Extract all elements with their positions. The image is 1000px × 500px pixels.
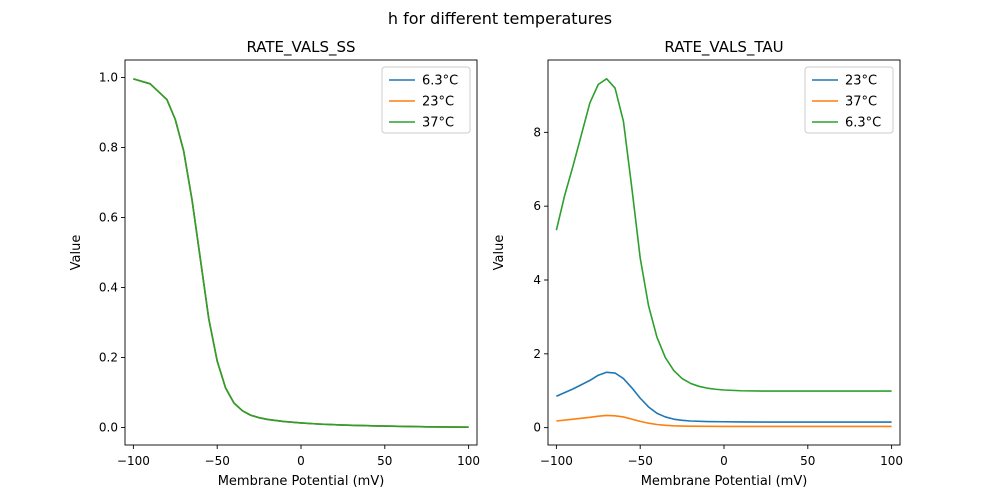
legend-label: 37°C [845,95,877,110]
x-axis-label: Membrane Potential (mV) [218,474,385,489]
chart-title: RATE_VALS_SS [246,38,355,57]
x-tick-label: 0 [297,454,305,468]
x-tick-label: 100 [880,454,903,468]
y-tick-label: 0.2 [99,351,118,365]
y-axis-label: Value [492,235,507,271]
y-axis-label: Value [69,235,84,271]
y-tick-label: 6 [533,199,541,213]
legend-label: 6.3°C [422,74,458,89]
legend: 23°C 37°C 6.3°C [804,66,894,134]
x-tick-label: 100 [457,454,480,468]
x-tick-label: 50 [377,454,392,468]
series-line-1 [556,414,892,428]
legend-label: 37°C [422,116,454,131]
x-tick-label: 50 [800,454,815,468]
chart-rate-vals-tau: −100 −50 0 50 100 0 2 4 6 8 RATE_VALS_TAU Membrane … [492,38,903,489]
x-tick-label: −50 [205,454,230,468]
chart-title: RATE_VALS_TAU [664,38,783,57]
x-tick-label: −50 [628,454,653,468]
y-tick-label: 0 [533,421,541,435]
x-tick-label: −100 [117,454,150,468]
legend-box [804,66,894,134]
y-tick-label: 0.8 [99,141,118,155]
series-line-2 [133,78,469,428]
chart-rate-vals-ss: −100 −50 0 50 100 0.0 0.2 0.4 0.6 0.8 1.0 RATE_VALS… [69,38,480,489]
x-axis-label: Membrane Potential (mV) [641,474,808,489]
legend: 6.3°C 23°C 37°C [381,66,471,134]
y-tick-label: 8 [533,125,541,139]
legend-label: 6.3°C [845,116,881,131]
legend-label: 23°C [845,74,877,89]
legend-box [381,66,471,134]
y-tick-label: 0.4 [99,281,118,295]
y-tick-label: 4 [533,273,541,287]
series-line-0 [556,371,892,423]
y-tick-label: 0.6 [99,211,118,225]
x-tick-label: 0 [720,454,728,468]
legend-label: 23°C [422,95,454,110]
y-tick-label: 1.0 [99,71,118,85]
x-tick-label: −100 [540,454,573,468]
series-line-2 [555,78,892,392]
y-tick-label: 0.0 [99,421,118,435]
figure-title: h for different temperatures [388,9,612,28]
y-tick-label: 2 [533,347,541,361]
